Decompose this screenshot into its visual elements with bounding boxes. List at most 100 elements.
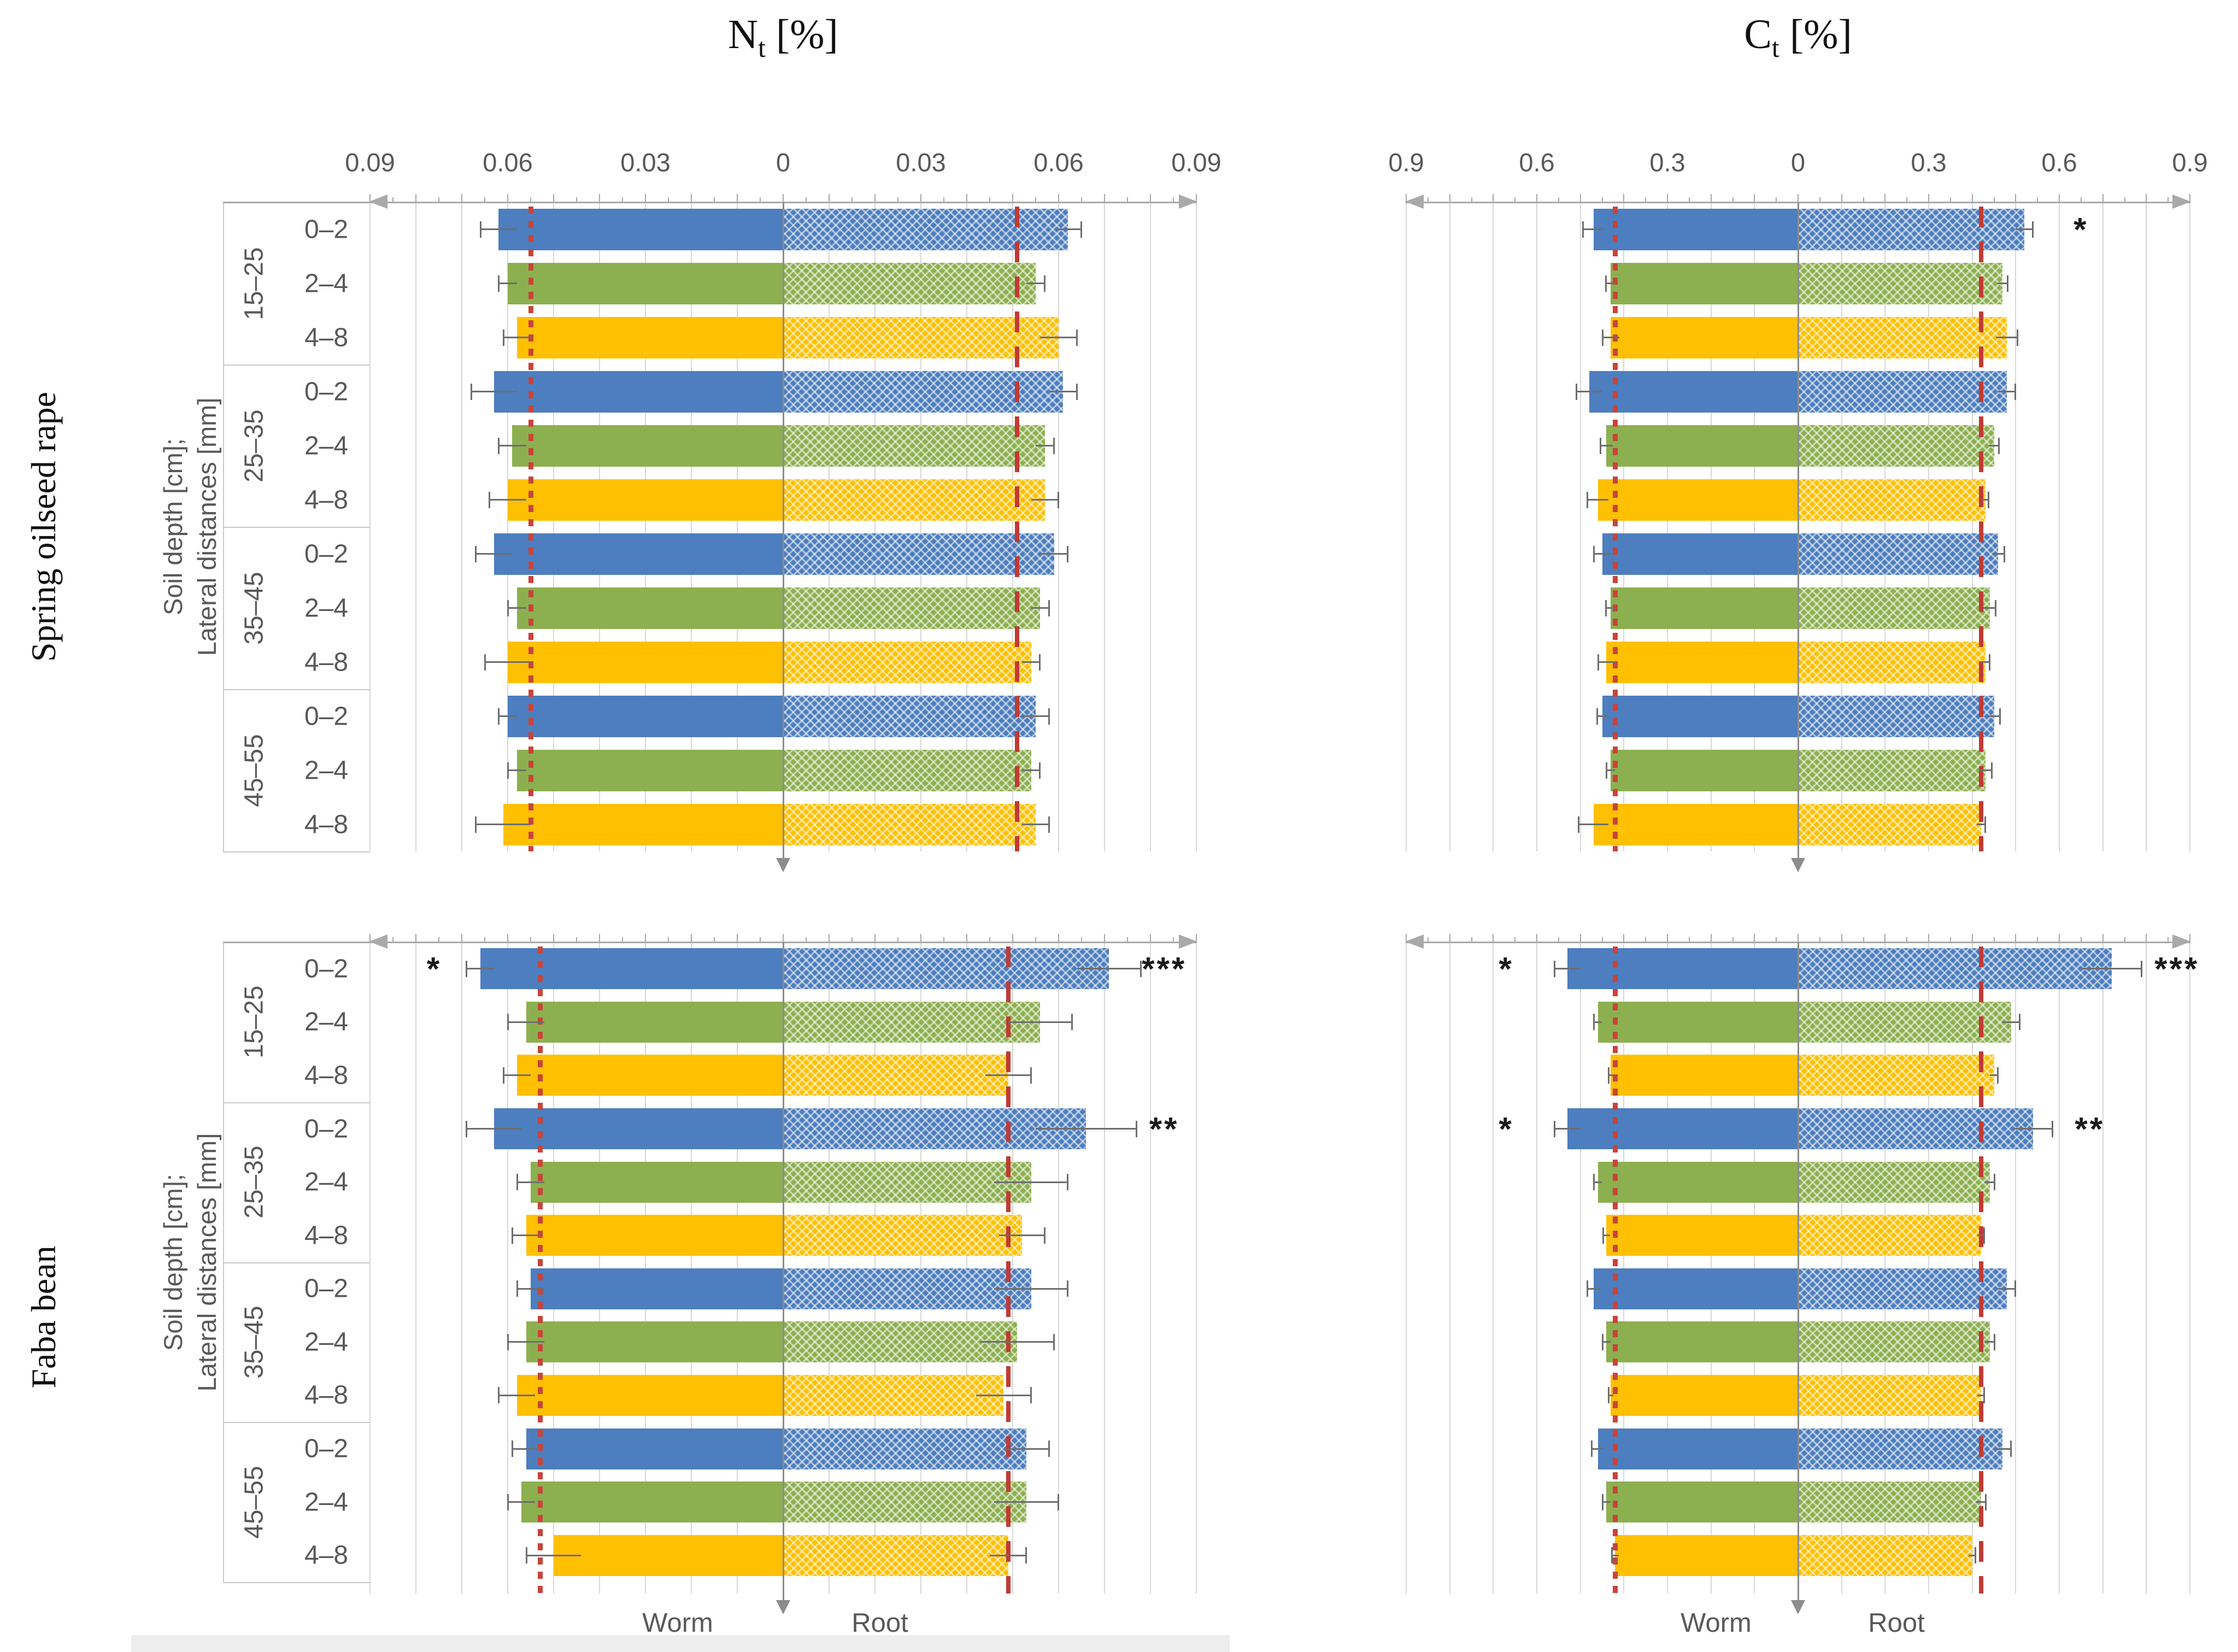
table-group-separator: [223, 1422, 370, 1424]
bar-root: [1798, 1481, 1981, 1523]
axis-tick: [1906, 937, 1908, 943]
gridline: [829, 942, 830, 1594]
axis-tick: [1449, 934, 1450, 943]
error-bar-root: [1998, 391, 2016, 392]
bar-worm: [1593, 803, 1798, 845]
significance-stars: *: [1499, 1110, 1514, 1148]
gridline: [1012, 202, 1013, 851]
worm-reference-line-dotted: [528, 207, 533, 851]
axis-tick: [1971, 194, 1973, 203]
axis-tick: [599, 934, 600, 943]
axis-tick: [989, 197, 990, 203]
error-bar-root: [1992, 553, 2005, 555]
axis-tick: [851, 937, 853, 943]
gridline: [1667, 202, 1668, 851]
error-bar-root: [990, 1554, 1027, 1556]
error-bar-worm: [489, 499, 526, 501]
error-bar-cap: [2017, 329, 2019, 346]
bar-worm: [1597, 1161, 1798, 1203]
axis-tick: [1993, 197, 1995, 203]
bar-worm: [526, 1321, 783, 1363]
gridline: [1710, 202, 1712, 851]
axis-tick: [1127, 197, 1128, 203]
error-bar-cap: [1611, 1547, 1613, 1564]
error-bar-root: [1996, 337, 2018, 338]
axis-tick: [668, 197, 669, 203]
lateral-distance-label: 2–4: [304, 593, 349, 622]
error-bar-cap: [466, 1120, 468, 1137]
bar-worm: [1597, 1428, 1798, 1469]
error-bar-cap: [1048, 708, 1050, 725]
error-bar-worm: [1587, 499, 1609, 501]
error-bar-cap: [1066, 1280, 1068, 1297]
bar-worm: [1593, 1268, 1798, 1309]
axis-arrow-right-icon: [2172, 195, 2191, 209]
error-bar-cap: [1058, 491, 1059, 508]
lateral-distance-label: 0–2: [304, 377, 349, 406]
page-edge-strip: [131, 1635, 1230, 1652]
axis-tick: [1798, 194, 1799, 203]
table-border-bottom: [223, 851, 370, 853]
lateral-distance-label: 0–2: [304, 1114, 349, 1144]
axis-tick: [1558, 197, 1559, 203]
axis-tick: [1884, 934, 1886, 943]
lateral-distance-label: 2–4: [304, 1007, 349, 1037]
gridline: [1150, 942, 1151, 1594]
axis-tick: [1819, 197, 1820, 203]
gridline: [920, 202, 921, 851]
y-axis-label-line1: Soil depth [cm];: [158, 438, 187, 615]
depth-group-label: 15–25: [239, 985, 269, 1059]
bar-worm: [1611, 316, 1798, 358]
bar-worm: [1606, 1215, 1798, 1256]
axis-arrow-left-icon: [1405, 934, 1424, 949]
error-bar-cap: [1602, 1227, 1605, 1244]
error-bar-worm: [503, 337, 531, 338]
table-group-separator: [223, 527, 370, 528]
axis-tick: [2146, 934, 2147, 943]
error-bar-cap: [498, 275, 500, 292]
gridline: [691, 202, 692, 851]
gridline: [1754, 942, 1755, 1594]
error-bar-cap: [512, 1441, 514, 1457]
axis-tick: [530, 197, 531, 203]
axis-tick: [829, 934, 830, 943]
error-bar-root: [1026, 283, 1045, 284]
error-bar-worm: [526, 1554, 581, 1556]
axis-tick: [806, 937, 807, 943]
error-bar-cap: [1039, 762, 1041, 779]
axis-tick-label: 0.3: [1649, 148, 1685, 177]
bar-root: [1798, 1268, 2007, 1309]
row-title-faba-bean: Faba bean: [24, 1245, 63, 1389]
error-bar-cap: [1140, 960, 1142, 977]
significance-stars: **: [2075, 1110, 2105, 1148]
axis-tick: [2015, 934, 2017, 943]
bar-root: [1798, 749, 1986, 791]
bar-worm: [1611, 749, 1798, 791]
error-bar-worm: [1603, 1234, 1610, 1237]
significance-stars: *: [1499, 950, 1514, 987]
axis-tick: [2059, 934, 2060, 943]
legend-root-label: Root: [1868, 1608, 1925, 1638]
axis-tick: [1754, 194, 1755, 203]
error-bar-cap: [1043, 275, 1045, 292]
bar-root: [1798, 695, 1994, 737]
error-bar-root: [1987, 715, 2001, 717]
error-bar-worm: [498, 715, 517, 717]
axis-tick: [2059, 194, 2060, 203]
axis-tick: [1104, 194, 1105, 203]
axis-tick: [737, 934, 738, 943]
error-bar-cap: [1577, 816, 1579, 833]
error-bar-worm: [1587, 1287, 1600, 1290]
error-bar-cap: [516, 1280, 518, 1297]
bar-root: [783, 1268, 1031, 1309]
bar-root: [783, 1481, 1027, 1523]
axis-tick: [1949, 197, 1951, 203]
error-bar-root: [1036, 445, 1054, 446]
axis-tick: [1732, 937, 1734, 943]
axis-tick: [438, 197, 439, 203]
zero-axis-arrow-icon: [776, 1600, 790, 1614]
axis-tick: [1081, 197, 1082, 203]
error-bar-root: [1049, 391, 1077, 392]
table-border-bottom: [223, 1582, 370, 1583]
error-bar-root: [980, 1341, 1054, 1343]
